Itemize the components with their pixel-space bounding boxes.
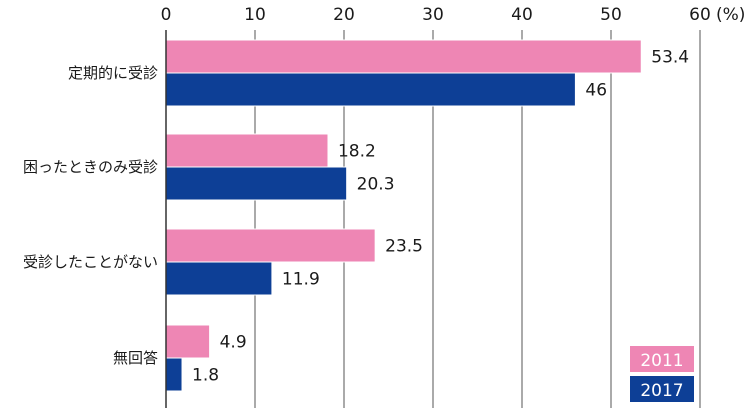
x-tick-label-20: 20 [333,5,355,25]
legend-swatch-2011 [630,346,694,372]
category-label-1: 困ったときのみ受診 [23,158,158,176]
data-label-2017-1: 20.3 [357,175,395,195]
x-tick-label-50: 50 [600,5,622,25]
data-label-2011-3: 4.9 [220,333,247,353]
category-label-0: 定期的に受診 [68,64,158,82]
bar-2011-3 [165,324,211,359]
data-label-2011-2: 23.5 [385,237,423,257]
data-label-2017-0: 46 [585,81,607,101]
x-tick-label-10: 10 [244,5,266,25]
category-label-3: 無回答 [113,349,158,367]
legend-swatch-2017 [630,376,694,402]
bar-2017-2 [165,261,273,296]
x-tick-label-0: 0 [161,5,172,25]
x-axis-unit: (%) [716,5,745,25]
legend-label-2017: 2017 [640,381,683,401]
x-tick-label-60: 60 [689,5,711,25]
data-label-2017-3: 1.8 [192,366,219,386]
data-label-2011-0: 53.4 [651,48,689,68]
bar-2011-2 [165,228,376,263]
bar-2017-3 [165,357,183,392]
category-label-2: 受診したことがない [23,253,158,271]
bar-2011-1 [165,133,329,168]
bar-2017-1 [165,166,348,201]
bars: 53.4 46 18.2 20.3 23.5 11.9 4.91.8 [165,39,689,392]
x-tick-label-40: 40 [511,5,533,25]
legend: 2011 2017 [630,346,694,402]
data-label-2011-1: 18.2 [338,142,376,162]
x-axis-ticks: 0 10 20 30 40 50 60 [161,5,711,25]
x-tick-label-30: 30 [422,5,444,25]
bar-2011-0 [165,39,642,74]
bar-2017-0 [165,72,576,107]
data-label-2017-2: 11.9 [282,270,320,290]
legend-label-2011: 2011 [640,351,683,371]
